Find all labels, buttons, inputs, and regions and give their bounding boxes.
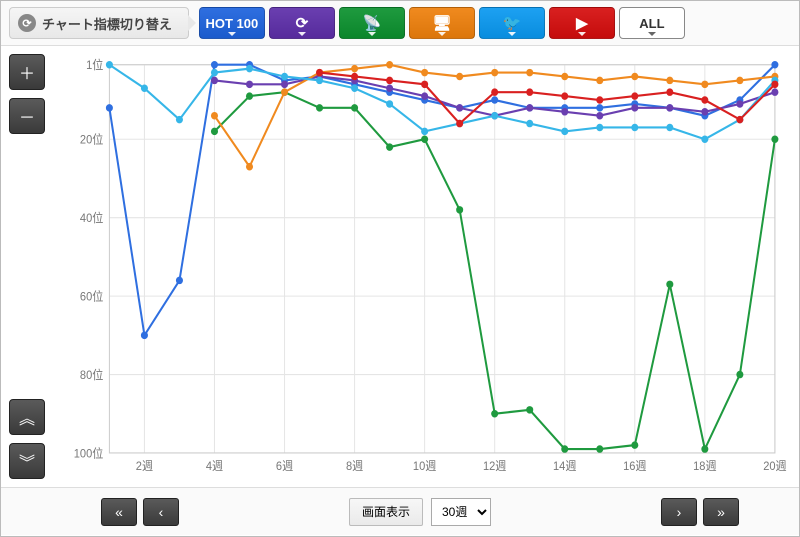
scroll-down-button[interactable]: ︾ [9, 443, 45, 479]
x-axis-label: 4週 [206, 460, 224, 473]
twitter-icon: 🐦 [503, 16, 522, 31]
tab-lookup[interactable]: 🖥 [409, 7, 475, 39]
nav-right-group: › » [661, 498, 739, 526]
display-mode-button[interactable]: 画面表示 [349, 498, 423, 526]
caret-down-icon [508, 32, 516, 36]
y-axis-label: 60位 [80, 289, 103, 303]
scroll-up-button[interactable]: ︽ [9, 399, 45, 435]
radio-icon: 📡 [363, 16, 382, 31]
y-axis-label: 80位 [80, 367, 103, 381]
toolbar: ⟳ チャート指標切り替え HOT 100 ⟳ 📡 🖥 🐦 ▶ ALL [1, 1, 799, 46]
zoom-in-button[interactable]: ＋ [9, 54, 45, 90]
tab-label: HOT 100 [206, 16, 259, 31]
x-axis-label: 20週 [763, 460, 787, 473]
side-controls: ＋ － ︽ ︾ [1, 46, 57, 487]
main-area: ＋ － ︽ ︾ 1位 20位 40位 60位 80位 100位 2週 4週 6週 8週 10週 12… [1, 46, 799, 487]
y-axis-label: 20位 [80, 132, 103, 146]
caret-down-icon [298, 32, 306, 36]
y-axis-label: 40位 [80, 211, 103, 225]
tabs-container: HOT 100 ⟳ 📡 🖥 🐦 ▶ ALL [199, 7, 685, 39]
chart-area: 1位 20位 40位 60位 80位 100位 2週 4週 6週 8週 10週 12週 14週 16週 1… [57, 46, 799, 487]
x-axis-label: 2週 [136, 460, 154, 473]
nav-left-group: « ‹ [101, 498, 179, 526]
x-axis-label: 18週 [693, 460, 717, 473]
chart-switch-pill: ⟳ チャート指標切り替え [9, 7, 189, 39]
caret-down-icon [228, 32, 236, 36]
chart-switch-label: チャート指標切り替え [42, 14, 172, 33]
bottom-bar: « ‹ 画面表示 30週 › » [1, 487, 799, 535]
tab-all[interactable]: ALL [619, 7, 685, 39]
last-page-button[interactable]: » [703, 498, 739, 526]
next-page-button[interactable]: › [661, 498, 697, 526]
range-select[interactable]: 30週 [431, 498, 491, 526]
lookup-icon: 🖥 [432, 16, 451, 31]
tab-twitter[interactable]: 🐦 [479, 7, 545, 39]
tab-hot100[interactable]: HOT 100 [199, 7, 265, 39]
x-axis-label: 8週 [346, 460, 364, 473]
x-axis-label: 10週 [413, 460, 437, 473]
center-controls: 画面表示 30週 [349, 498, 491, 526]
x-axis-label: 14週 [553, 460, 577, 473]
y-axis-label: 1位 [86, 58, 103, 72]
y-axis-label: 100位 [74, 446, 104, 460]
caret-down-icon [438, 32, 446, 36]
tab-download[interactable]: ⟳ [269, 7, 335, 39]
prev-page-button[interactable]: ‹ [143, 498, 179, 526]
x-axis-label: 12週 [483, 460, 507, 473]
refresh-icon: ⟳ [18, 14, 36, 32]
youtube-icon: ▶ [576, 16, 588, 31]
download-icon: ⟳ [296, 16, 309, 31]
caret-down-icon [368, 32, 376, 36]
x-axis-label: 6週 [276, 460, 294, 473]
series-red [316, 69, 778, 127]
caret-down-icon [578, 32, 586, 36]
tab-label: ALL [639, 16, 664, 31]
tab-radio[interactable]: 📡 [339, 7, 405, 39]
zoom-out-button[interactable]: － [9, 98, 45, 134]
x-axis-label: 16週 [623, 460, 647, 473]
caret-down-icon [648, 32, 656, 36]
ranking-line-chart: 1位 20位 40位 60位 80位 100位 2週 4週 6週 8週 10週 12週 14週 16週 1… [61, 54, 787, 483]
tab-youtube[interactable]: ▶ [549, 7, 615, 39]
first-page-button[interactable]: « [101, 498, 137, 526]
